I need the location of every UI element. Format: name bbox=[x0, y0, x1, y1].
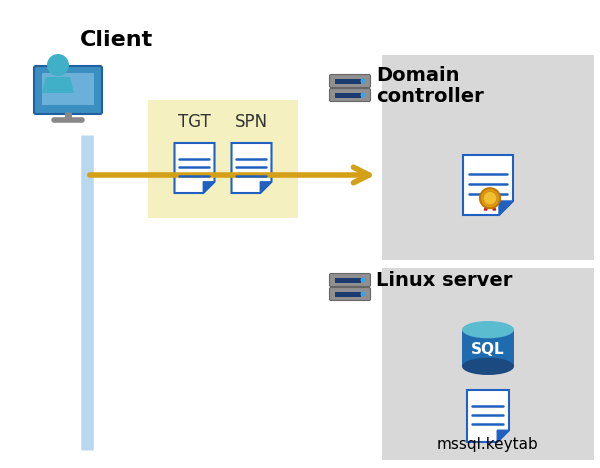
Circle shape bbox=[47, 54, 69, 76]
FancyBboxPatch shape bbox=[329, 74, 371, 88]
Polygon shape bbox=[203, 182, 215, 193]
Bar bbox=[335, 93, 361, 97]
Text: SQL: SQL bbox=[471, 343, 505, 358]
Polygon shape bbox=[484, 196, 490, 210]
Ellipse shape bbox=[462, 321, 514, 338]
Bar bbox=[148, 100, 298, 218]
Bar bbox=[382, 268, 594, 460]
Polygon shape bbox=[175, 143, 215, 193]
Text: mssql.keytab: mssql.keytab bbox=[437, 437, 539, 452]
Text: TGT: TGT bbox=[178, 113, 211, 131]
Bar bbox=[382, 55, 594, 260]
Bar bbox=[335, 292, 361, 297]
Ellipse shape bbox=[462, 358, 514, 375]
Polygon shape bbox=[497, 430, 509, 442]
Bar bbox=[42, 73, 94, 105]
Polygon shape bbox=[42, 77, 74, 93]
Bar bbox=[462, 329, 514, 366]
Circle shape bbox=[480, 188, 500, 208]
FancyBboxPatch shape bbox=[34, 66, 102, 114]
FancyBboxPatch shape bbox=[329, 273, 371, 286]
Bar bbox=[335, 278, 361, 283]
FancyBboxPatch shape bbox=[329, 287, 371, 300]
Circle shape bbox=[361, 79, 365, 83]
Polygon shape bbox=[490, 196, 496, 210]
Text: Client: Client bbox=[80, 30, 153, 50]
Text: Linux server: Linux server bbox=[376, 271, 512, 290]
Circle shape bbox=[361, 292, 365, 297]
Text: Domain
controller: Domain controller bbox=[376, 66, 484, 105]
Text: SPN: SPN bbox=[235, 113, 268, 131]
Circle shape bbox=[483, 191, 497, 205]
Circle shape bbox=[361, 93, 365, 97]
Polygon shape bbox=[463, 155, 513, 215]
Circle shape bbox=[361, 278, 365, 283]
Polygon shape bbox=[499, 201, 513, 215]
Polygon shape bbox=[232, 143, 271, 193]
Polygon shape bbox=[260, 182, 271, 193]
Polygon shape bbox=[467, 390, 509, 442]
Bar bbox=[335, 79, 361, 83]
FancyBboxPatch shape bbox=[329, 88, 371, 102]
